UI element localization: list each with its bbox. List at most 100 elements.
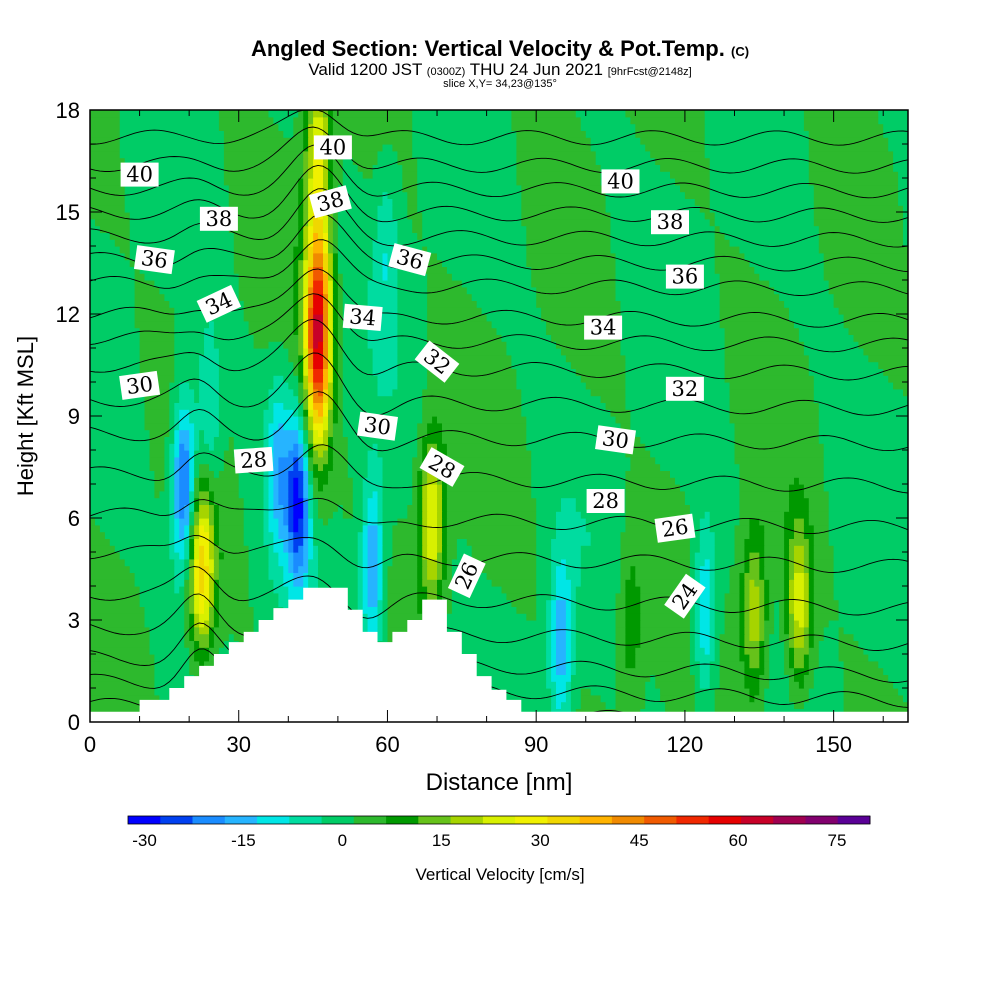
velocity-cell [298,545,304,553]
velocity-cell [754,266,825,274]
velocity-cell [828,280,908,288]
velocity-cell [699,205,711,213]
velocity-cell [179,436,190,444]
velocity-cell [744,640,760,648]
velocity-cell [610,409,631,417]
velocity-cell [199,368,220,376]
velocity-cell [580,545,622,553]
velocity-cell [323,409,329,417]
velocity-cell [451,606,517,614]
velocity-cell [808,599,815,607]
velocity-cell [377,572,384,580]
velocity-cell [268,572,284,580]
velocity-cell [318,545,359,553]
velocity-cell [382,545,393,553]
velocity-cell [620,300,721,308]
velocity-cell [124,252,131,261]
velocity-cell [303,416,309,424]
velocity-cell [164,470,170,478]
velocity-cell [714,552,736,560]
velocity-cell [323,232,329,240]
y-tick-label: 3 [68,608,80,633]
velocity-cell [209,484,240,492]
velocity-cell [749,599,760,607]
velocity-cell [199,477,210,485]
velocity-cell [332,280,339,288]
velocity-cell [194,422,220,431]
velocity-cell [417,565,423,573]
velocity-cell [332,286,339,295]
velocity-cell [189,524,195,533]
isentrope-line [90,239,908,296]
velocity-cell [149,436,165,444]
velocity-cell [189,654,195,662]
velocity-cell [213,504,220,512]
velocity-cell [209,524,215,533]
velocity-cell [303,116,309,125]
velocity-cell [328,232,334,240]
velocity-cell [293,273,299,281]
velocity-cell [784,667,795,675]
velocity-cell [90,654,155,662]
velocity-cell [387,579,418,587]
velocity-cell [803,606,810,614]
velocity-cell [764,565,785,573]
velocity-cell [833,558,908,567]
velocity-cell [323,314,329,322]
velocity-cell [397,375,428,383]
velocity-cell [303,579,309,587]
velocity-cell [303,436,309,444]
velocity-cell [332,130,413,138]
velocity-cell [362,572,369,580]
velocity-cell [704,144,810,152]
colorbar-swatch [257,816,290,824]
velocity-cell [199,395,220,403]
velocity-cell [442,565,448,573]
contour-label-text: 28 [239,447,267,473]
velocity-cell [446,484,532,492]
velocity-cell [556,694,567,703]
velocity-cell [90,293,136,301]
velocity-cell [570,694,582,703]
velocity-cell [90,592,141,601]
velocity-cell [372,164,403,172]
velocity-cell [134,314,175,322]
velocity-cell [823,259,908,267]
velocity-cell [308,171,314,179]
contour-label-bg [196,284,242,323]
velocity-cell [204,545,210,553]
velocity-cell [437,511,443,519]
velocity-cell [789,586,795,594]
velocity-cell [526,246,612,254]
velocity-cell [90,660,155,669]
velocity-cell [803,592,810,601]
velocity-cell [893,164,908,172]
velocity-cell [570,647,577,655]
velocity-cell [536,293,617,301]
velocity-cell [293,490,299,499]
velocity-cell [263,531,274,539]
velocity-cell [446,524,537,533]
velocity-cell [337,191,384,199]
velocity-cell [332,443,349,451]
velocity-cell [174,579,185,587]
velocity-cell [288,565,294,573]
velocity-cell [372,266,384,274]
velocity-cell [124,164,225,172]
velocity-cell [595,157,656,165]
velocity-cell [238,293,294,301]
velocity-cell [898,184,908,193]
velocity-cell [789,504,810,512]
velocity-cell [625,660,636,669]
velocity-cell [119,110,220,118]
velocity-cell [570,688,582,696]
isentrope-line [90,391,908,452]
velocity-cell [293,307,299,315]
velocity-cell [739,654,750,662]
velocity-cell [332,402,339,410]
velocity-cell [124,558,175,567]
velocity-cell [328,456,334,465]
velocity-cell [164,436,175,444]
velocity-cell [228,633,235,641]
velocity-cell [803,572,810,580]
